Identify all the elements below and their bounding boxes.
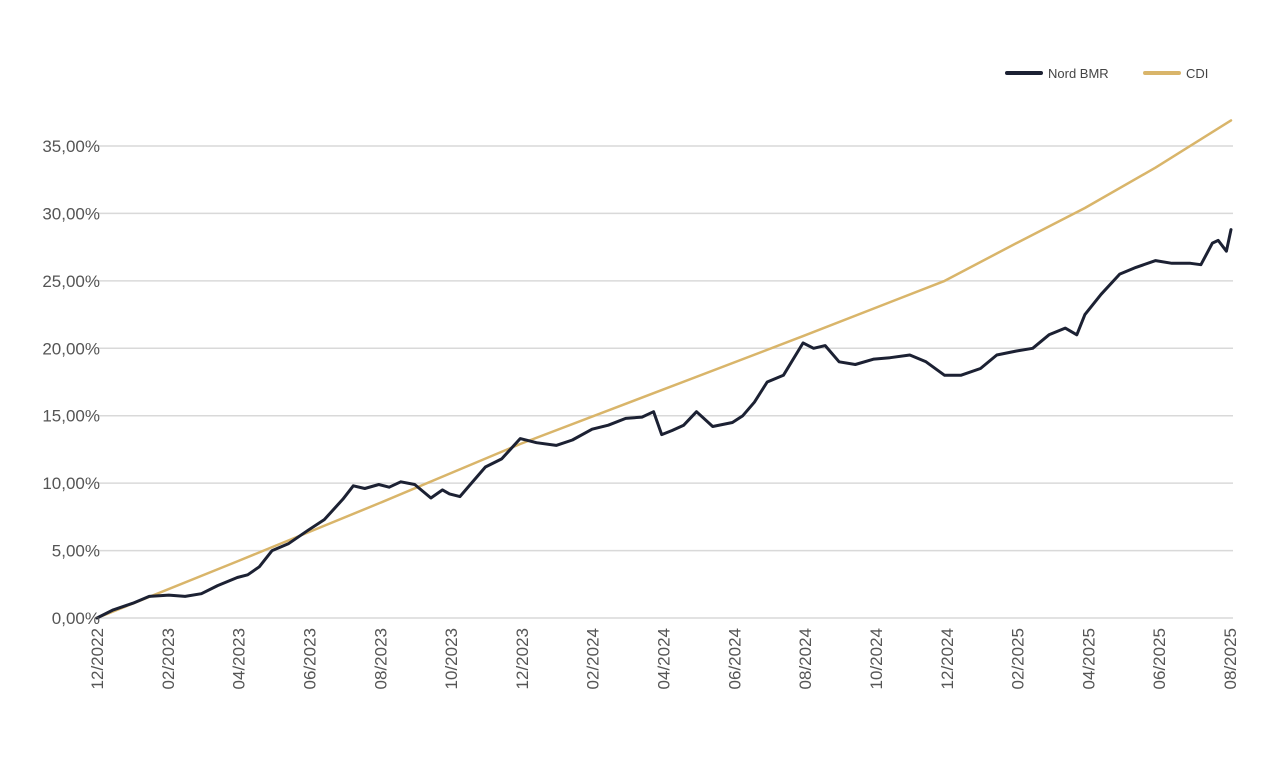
x-tick-label: 04/2025 — [1079, 628, 1098, 689]
x-tick-label: 08/2023 — [371, 628, 390, 689]
x-tick-label: 10/2023 — [442, 628, 461, 689]
y-tick-label: 25,00% — [42, 272, 100, 291]
y-tick-label: 20,00% — [42, 339, 100, 358]
y-axis: 0,00% 5,00% 10,00% 15,00% 20,00% 25,00% 30,00%… — [42, 137, 100, 628]
y-tick-label: 10,00% — [42, 474, 100, 493]
x-axis: 12/2022 02/2023 04/2023 06/2023 08/2023 10/20… — [88, 628, 1240, 689]
x-tick-label: 06/2023 — [300, 628, 319, 689]
grid-layer — [97, 145, 1233, 619]
x-tick-label: 08/2025 — [1221, 628, 1240, 689]
series-layer — [95, 119, 1233, 620]
x-tick-label: 02/2024 — [584, 628, 603, 689]
legend-label: CDI — [1186, 66, 1208, 81]
series-line-cdi — [95, 119, 1233, 620]
x-tick-label: 04/2024 — [655, 628, 674, 689]
series-line-nord-bmr — [95, 228, 1233, 620]
x-tick-label: 06/2025 — [1150, 628, 1169, 689]
x-tick-label: 06/2024 — [725, 628, 744, 689]
y-tick-label: 0,00% — [52, 609, 100, 628]
legend: Nord BMR CDI — [1005, 66, 1208, 81]
x-tick-label: 08/2024 — [796, 628, 815, 689]
y-tick-label: 15,00% — [42, 407, 100, 426]
legend-label: Nord BMR — [1048, 66, 1109, 81]
x-tick-label: 12/2022 — [88, 628, 107, 689]
y-tick-label: 5,00% — [52, 542, 100, 561]
x-tick-label: 12/2023 — [513, 628, 532, 689]
y-tick-label: 30,00% — [42, 204, 100, 223]
x-tick-label: 10/2024 — [867, 628, 886, 689]
x-tick-label: 02/2025 — [1009, 628, 1028, 689]
x-tick-label: 02/2023 — [159, 628, 178, 689]
x-tick-label: 12/2024 — [938, 628, 957, 689]
y-tick-label: 35,00% — [42, 137, 100, 156]
x-tick-label: 04/2023 — [230, 628, 249, 689]
